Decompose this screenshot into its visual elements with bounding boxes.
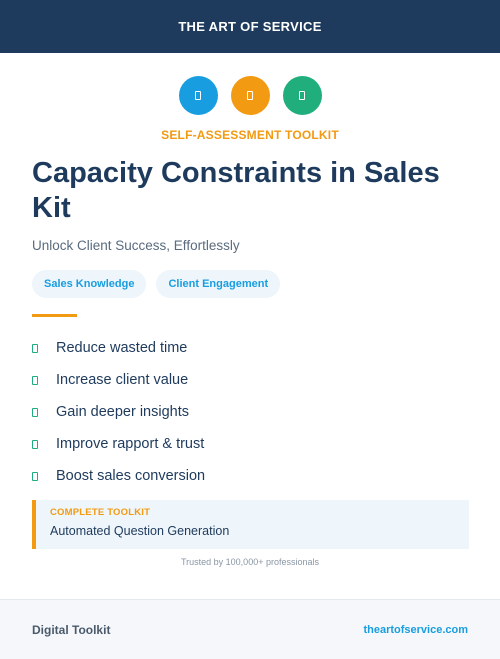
- list-item: Increase client value: [32, 364, 205, 396]
- website-link[interactable]: theartofservice.com: [363, 623, 468, 636]
- trust-note: Trusted by 100,000+ professionals: [180, 557, 319, 567]
- benefit-label: Boost sales conversion: [56, 468, 206, 484]
- list-item: Improve rapport & trust: [32, 428, 205, 460]
- benefit-list: Reduce wasted time Increase client value…: [32, 332, 205, 492]
- tag-sales-knowledge: Sales Knowledge: [32, 270, 147, 298]
- toolkit-eyebrow: SELF-ASSESSMENT TOOLKIT: [161, 128, 339, 142]
- list-item: Gain deeper insights: [32, 396, 205, 428]
- footer-label: Digital Toolkit: [32, 622, 111, 637]
- check-icon: [32, 471, 38, 481]
- tag-list: Sales Knowledge Client Engagement: [32, 270, 281, 298]
- callout-text: Automated Question Generation: [50, 524, 230, 538]
- list-item: Reduce wasted time: [32, 332, 205, 364]
- list-item: Boost sales conversion: [32, 460, 205, 492]
- icon-row: [0, 76, 500, 115]
- benefit-label: Gain deeper insights: [56, 404, 189, 420]
- check-icon: [32, 439, 38, 449]
- document-icon: [230, 76, 270, 115]
- callout-label: COMPLETE TOOLKIT: [50, 507, 151, 518]
- check-icon: [32, 407, 38, 417]
- check-icon: [32, 375, 38, 385]
- brand-name: THE ART OF SERVICE: [178, 19, 322, 34]
- check-icon: [32, 343, 38, 353]
- benefit-label: Improve rapport & trust: [56, 436, 205, 452]
- benefit-label: Increase client value: [56, 372, 189, 388]
- subtitle: Unlock Client Success, Effortlessly: [32, 238, 240, 253]
- top-banner: THE ART OF SERVICE: [0, 0, 500, 53]
- tag-client-engagement: Client Engagement: [156, 270, 281, 298]
- document-icon: [178, 76, 218, 115]
- accent-divider: [32, 314, 77, 317]
- footer: Digital Toolkit theartofservice.com: [0, 599, 500, 659]
- complete-toolkit-callout: COMPLETE TOOLKIT Automated Question Gene…: [32, 500, 469, 549]
- benefit-label: Reduce wasted time: [56, 340, 188, 356]
- page-title: Capacity Constraints in Sales Kit: [32, 157, 440, 224]
- document-icon: [282, 76, 322, 115]
